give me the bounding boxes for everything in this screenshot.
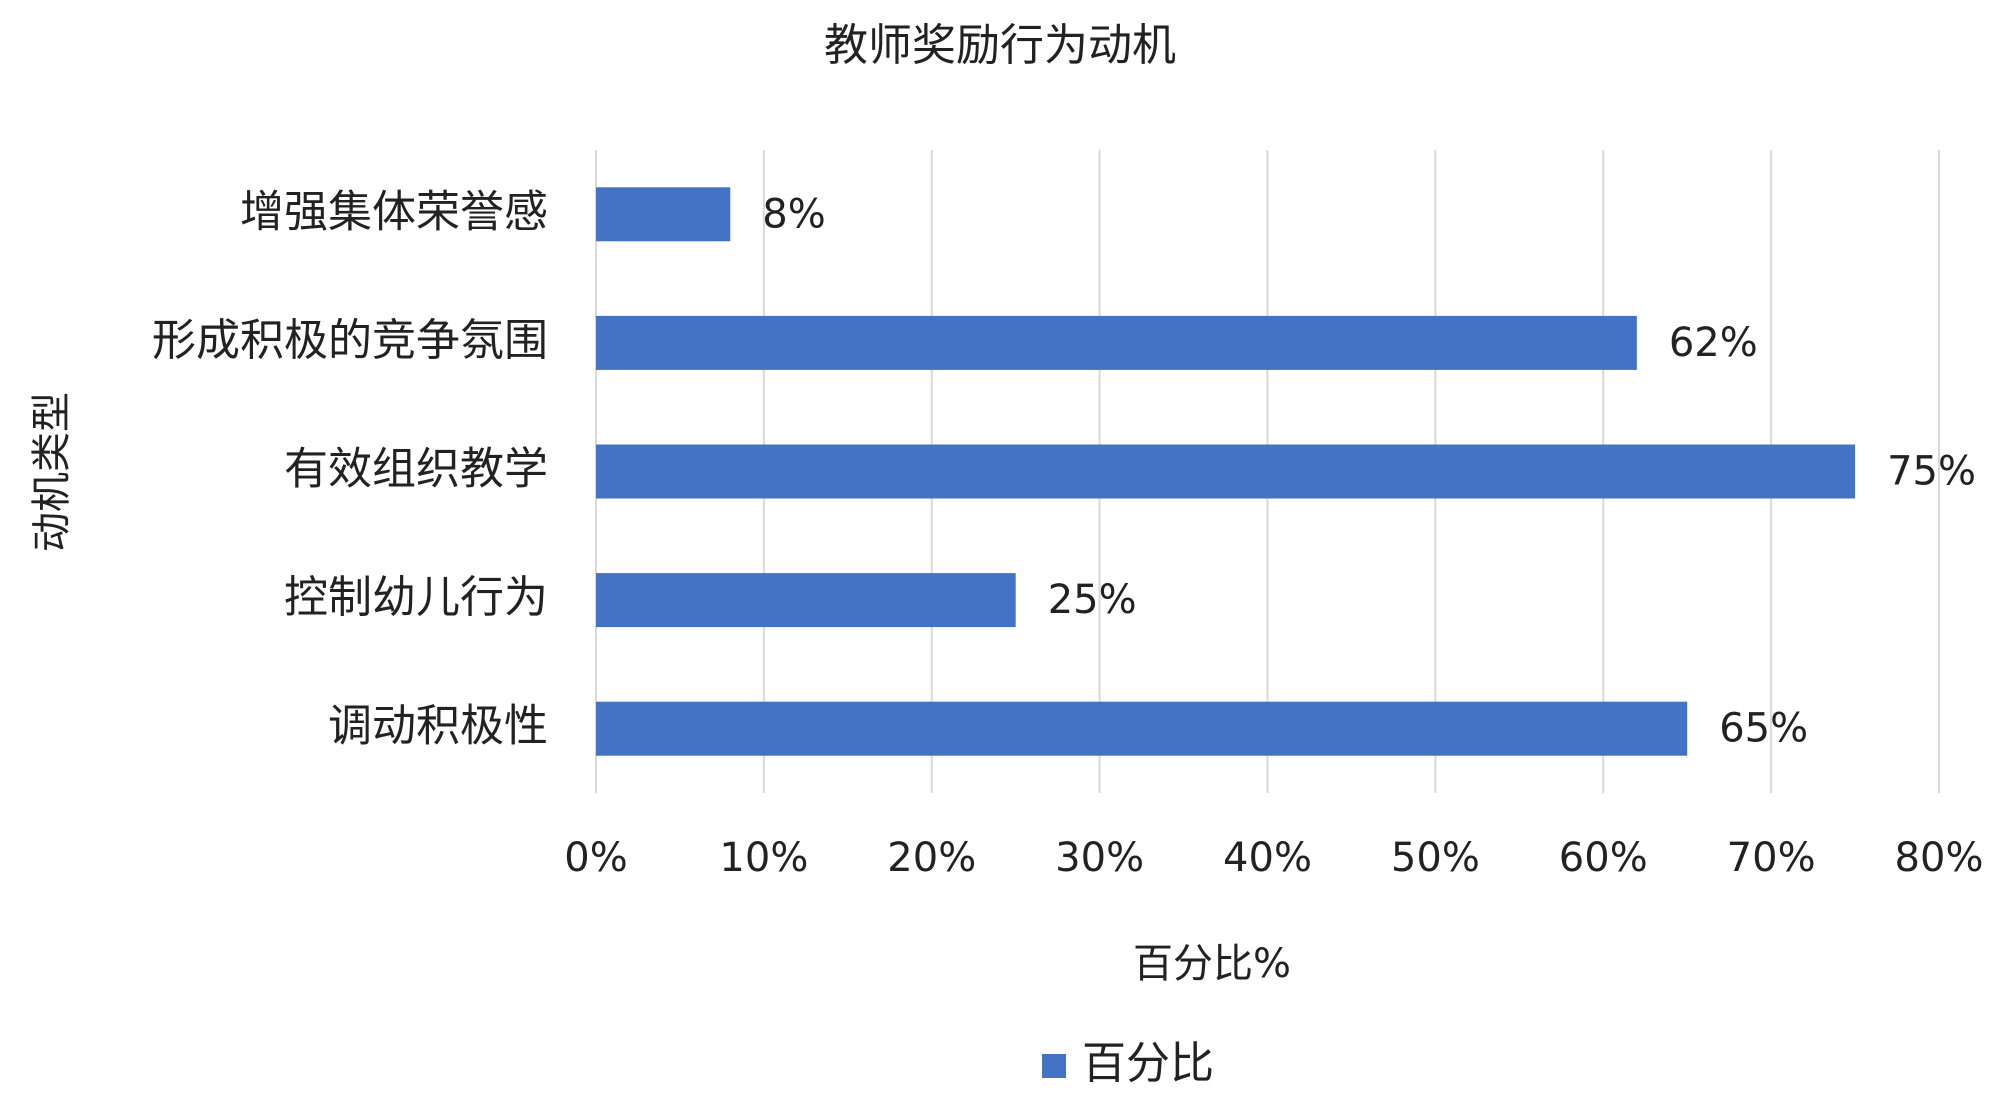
y-tick-label: 调动积极性: [328, 701, 548, 752]
y-tick-label: 形成积极的竞争氛围: [152, 315, 548, 366]
x-tick-label: 50%: [1391, 835, 1480, 881]
y-axis-label: 动机类型: [29, 392, 75, 552]
x-tick-label: 0%: [564, 835, 627, 881]
x-tick-label: 20%: [887, 835, 976, 881]
y-tick-label: 控制幼儿行为: [284, 572, 548, 623]
chart-title: 教师奖励行为动机: [824, 20, 1176, 71]
bar: [596, 315, 1637, 370]
y-tick-label: 有效组织教学: [284, 444, 548, 495]
x-tick-label: 40%: [1223, 835, 1312, 881]
x-tick-label: 60%: [1559, 835, 1648, 881]
legend-swatch: [1042, 1054, 1066, 1078]
x-tick-label: 70%: [1727, 835, 1816, 881]
x-tick-label: 10%: [719, 835, 808, 881]
data-label: 75%: [1887, 449, 1976, 495]
data-label: 8%: [762, 191, 825, 237]
legend-label: 百分比: [1082, 1038, 1214, 1089]
data-label: 62%: [1669, 320, 1758, 366]
x-tick-label: 80%: [1895, 835, 1984, 881]
bar: [596, 573, 1016, 628]
x-axis-label: 百分比%: [1133, 941, 1291, 987]
bar: [596, 187, 731, 242]
y-tick-label: 增强集体荣誉感: [240, 186, 548, 237]
x-tick-label: 30%: [1055, 835, 1144, 881]
bar: [596, 444, 1856, 499]
bar: [596, 701, 1688, 756]
data-label: 25%: [1048, 577, 1137, 623]
data-label: 65%: [1719, 706, 1808, 752]
